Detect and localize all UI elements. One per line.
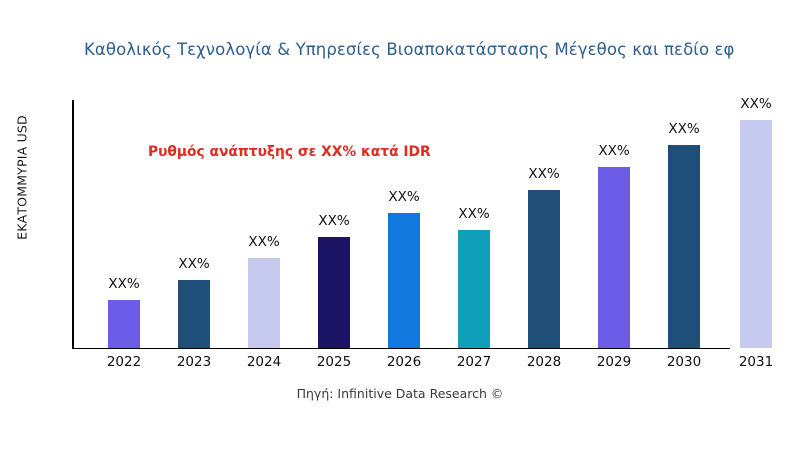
bar-2026 bbox=[388, 213, 420, 348]
bar-2025 bbox=[318, 237, 350, 348]
bar-2024 bbox=[248, 258, 280, 348]
bar-value-label: XX% bbox=[598, 143, 630, 159]
bar-2022 bbox=[108, 300, 140, 348]
bar-value-label: XX% bbox=[108, 276, 140, 292]
x-tick-2029: 2029 bbox=[596, 354, 632, 370]
x-tick-2028: 2028 bbox=[526, 354, 562, 370]
x-tick-2031: 2031 bbox=[738, 354, 774, 370]
x-tick-2023: 2023 bbox=[176, 354, 212, 370]
bar-value-label: XX% bbox=[458, 206, 490, 222]
bar-value-label: XX% bbox=[178, 256, 210, 272]
x-tick-2022: 2022 bbox=[106, 354, 142, 370]
growth-rate-annotation: Ρυθμός ανάπτυξης σε XX% κατά IDR bbox=[148, 144, 431, 160]
bar-value-label: XX% bbox=[318, 213, 350, 229]
bar-value-label: XX% bbox=[388, 189, 420, 205]
page-title: Καθολικός Τεχνολογία & Υπηρεσίες Βιοαποκ… bbox=[84, 40, 735, 59]
bar-2028 bbox=[528, 190, 560, 348]
x-tick-2030: 2030 bbox=[666, 354, 702, 370]
bar-2031 bbox=[740, 120, 772, 348]
x-tick-2024: 2024 bbox=[246, 354, 282, 370]
bar-2023 bbox=[178, 280, 210, 348]
x-tick-2026: 2026 bbox=[386, 354, 422, 370]
bar-2029 bbox=[598, 167, 630, 348]
x-tick-2027: 2027 bbox=[456, 354, 492, 370]
bar-value-label: XX% bbox=[248, 234, 280, 250]
source-caption: Πηγή: Infinitive Data Research © bbox=[296, 386, 504, 401]
bar-value-label: XX% bbox=[528, 166, 560, 182]
y-axis-line bbox=[72, 100, 74, 349]
bar-2027 bbox=[458, 230, 490, 348]
x-axis-line bbox=[72, 347, 730, 350]
bar-value-label: XX% bbox=[668, 121, 700, 137]
bar-2030 bbox=[668, 145, 700, 348]
x-tick-2025: 2025 bbox=[316, 354, 352, 370]
bar-value-label: XX% bbox=[740, 96, 772, 112]
